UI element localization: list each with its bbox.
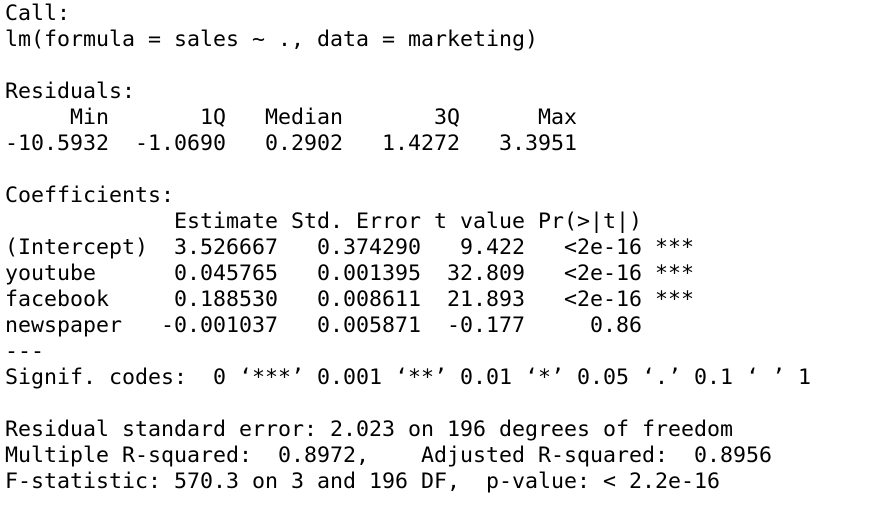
separator: --- bbox=[5, 339, 44, 364]
residual-header: 3Q bbox=[434, 105, 460, 130]
coef-signif: *** bbox=[655, 235, 694, 260]
coef-cell: 9.422 bbox=[460, 235, 525, 260]
coefficients-label: Coefficients: bbox=[5, 183, 174, 208]
residual-header: Median bbox=[265, 105, 343, 130]
residual-value: 0.2902 bbox=[265, 131, 343, 156]
coef-cell: -0.177 bbox=[447, 313, 525, 338]
coef-cell: <2e-16 bbox=[564, 235, 642, 260]
residual-header: Min bbox=[70, 105, 109, 130]
coef-cell: 0.86 bbox=[590, 313, 642, 338]
coef-cell: -0.001037 bbox=[161, 313, 278, 338]
coef-cell: 3.526667 bbox=[174, 235, 278, 260]
coef-cell: 0.188530 bbox=[174, 287, 278, 312]
coef-cell: 0.374290 bbox=[317, 235, 421, 260]
residuals-label: Residuals: bbox=[5, 79, 135, 104]
call-label: Call: bbox=[5, 1, 70, 26]
coef-cell: <2e-16 bbox=[564, 287, 642, 312]
summary-line: Residual standard error: 2.023 on 196 de… bbox=[5, 417, 733, 442]
coef-header: t value bbox=[434, 209, 525, 234]
coef-cell: 32.809 bbox=[447, 261, 525, 286]
coef-header: Estimate bbox=[174, 209, 278, 234]
residual-value: -10.5932 bbox=[5, 131, 109, 156]
coef-name: newspaper bbox=[5, 313, 122, 338]
coef-header: Std. Error bbox=[291, 209, 421, 234]
coef-name: youtube bbox=[5, 261, 96, 286]
residual-header: Max bbox=[538, 105, 577, 130]
residual-value: -1.0690 bbox=[135, 131, 226, 156]
coef-cell: 0.001395 bbox=[317, 261, 421, 286]
call-formula: lm(formula = sales ~ ., data = marketing… bbox=[5, 27, 538, 52]
coef-cell: 0.005871 bbox=[317, 313, 421, 338]
coef-cell: 0.008611 bbox=[317, 287, 421, 312]
residual-header: 1Q bbox=[200, 105, 226, 130]
coef-cell: 21.893 bbox=[447, 287, 525, 312]
coef-header: Pr(>|t|) bbox=[538, 209, 642, 234]
residual-value: 3.3951 bbox=[499, 131, 577, 156]
coef-cell: 0.045765 bbox=[174, 261, 278, 286]
coef-cell: <2e-16 bbox=[564, 261, 642, 286]
signif-codes: Signif. codes: 0 ‘***’ 0.001 ‘**’ 0.01 ‘… bbox=[5, 365, 811, 390]
coef-name: (Intercept) bbox=[5, 235, 148, 260]
coef-signif: *** bbox=[655, 261, 694, 286]
coef-name: facebook bbox=[5, 287, 109, 312]
summary-line: F-statistic: 570.3 on 3 and 196 DF, p-va… bbox=[5, 469, 720, 494]
residual-value: 1.4272 bbox=[382, 131, 460, 156]
coef-signif: *** bbox=[655, 287, 694, 312]
summary-line: Multiple R-squared: 0.8972, Adjusted R-s… bbox=[5, 443, 772, 468]
